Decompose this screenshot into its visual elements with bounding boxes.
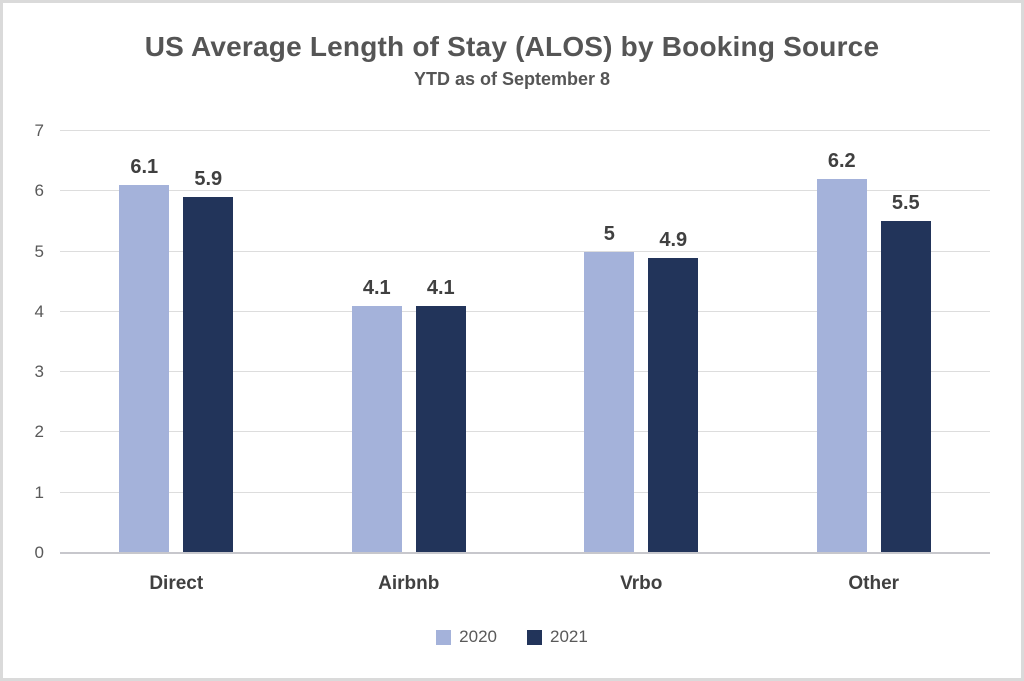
bar-2021-airbnb: 4.1	[415, 277, 466, 553]
x-label-vrbo: Vrbo	[620, 573, 663, 594]
x-label-direct: Direct	[149, 573, 204, 594]
data-label: 6.1	[130, 156, 159, 179]
bar-2020-direct: 6.1	[119, 156, 170, 553]
bar-2021-other: 5.5	[880, 192, 931, 553]
gridline	[60, 190, 990, 192]
y-tick-label: 7	[34, 121, 44, 140]
bar-2021-vrbo: 4.9	[648, 229, 699, 553]
gridline	[60, 310, 990, 312]
bar-2020-airbnb: 4.1	[351, 277, 402, 553]
data-label: 5.9	[194, 168, 223, 191]
bar-groups: 6.1 5.9 4.1 4.1 5 4.9 6.2 5.5	[60, 131, 990, 553]
bar-group-airbnb: 4.1 4.1	[293, 131, 526, 553]
x-label-other: Other	[848, 573, 900, 594]
chart-subtitle: YTD as of September 8	[413, 69, 611, 89]
legend-item-2021: 2021	[527, 627, 588, 647]
data-label: 5.5	[891, 192, 920, 215]
gridline	[60, 250, 990, 252]
data-label: 4.1	[362, 276, 391, 299]
data-label: 4.9	[659, 228, 688, 251]
gridline	[60, 130, 990, 131]
legend-item-2020: 2020	[436, 627, 497, 647]
bar-2021-direct: 5.9	[183, 168, 234, 553]
bar-2020-other: 6.2	[816, 150, 867, 553]
bar-group-other: 6.2 5.5	[758, 131, 991, 553]
legend-label: 2021	[550, 627, 588, 646]
y-tick-label: 0	[34, 543, 44, 562]
gridline	[60, 491, 990, 493]
data-label: 4.1	[426, 276, 455, 299]
gridline	[60, 371, 990, 373]
data-label: 6.2	[827, 150, 856, 173]
y-tick-label: 2	[34, 422, 44, 442]
x-label-airbnb: Airbnb	[378, 573, 440, 594]
legend: 2020 2021	[3, 627, 1021, 647]
data-label: 5	[603, 222, 615, 245]
y-tick-label: 1	[34, 482, 44, 502]
y-tick-label: 4	[34, 301, 44, 321]
gridline	[60, 431, 990, 433]
y-tick-label: 6	[34, 181, 44, 201]
x-axis-line	[60, 552, 990, 554]
legend-swatch	[436, 629, 452, 645]
chart-title: US Average Length of Stay (ALOS) by Book…	[144, 31, 880, 62]
legend-swatch	[527, 629, 542, 645]
y-tick-label: 5	[34, 241, 44, 261]
bar-group-vrbo: 5 4.9	[525, 131, 758, 553]
bar-group-direct: 6.1 5.9	[60, 131, 293, 553]
x-axis-labels: Direct Airbnb Vrbo Other	[60, 573, 990, 595]
bar-2020-vrbo: 5	[584, 223, 635, 553]
y-tick-label: 3	[34, 362, 44, 382]
legend-label: 2020	[459, 627, 497, 646]
